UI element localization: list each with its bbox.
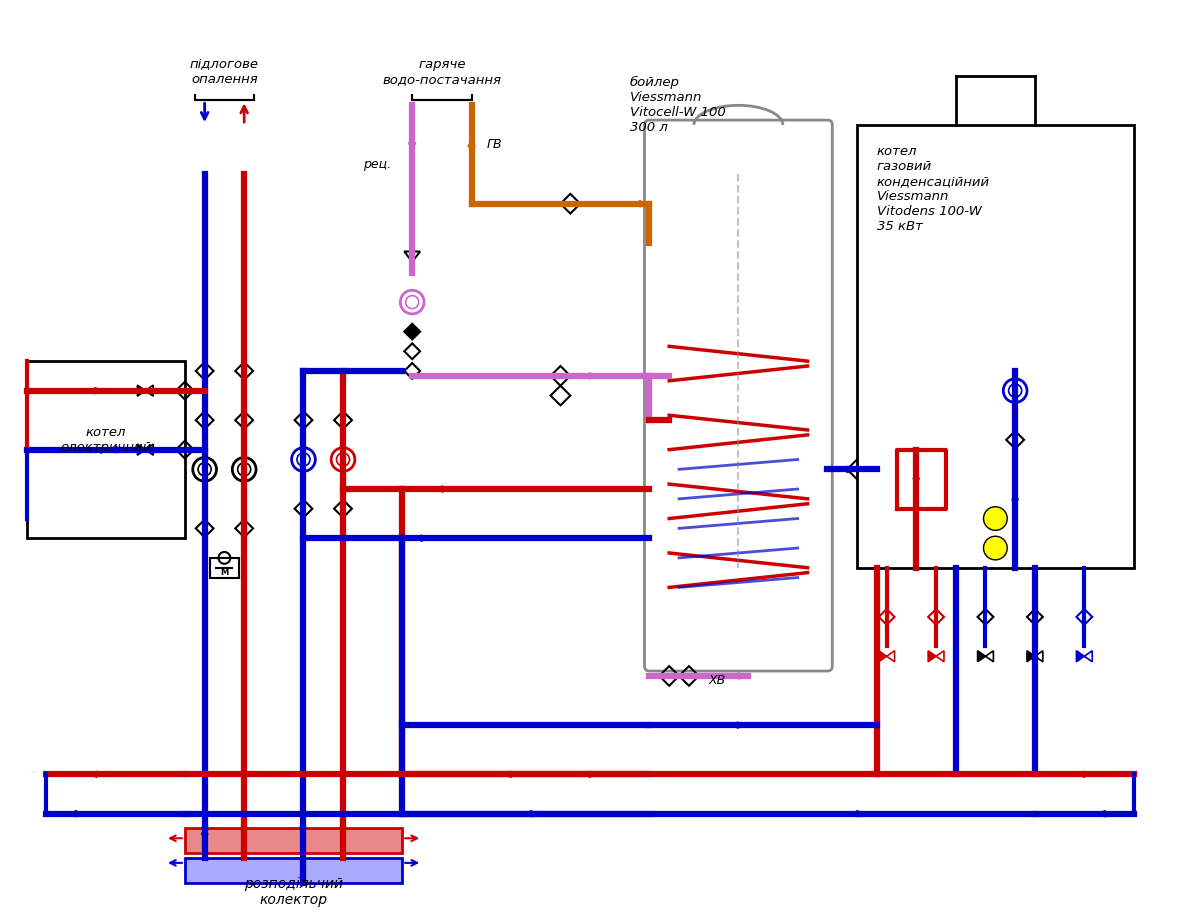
Text: ХВ: ХВ [709, 675, 726, 687]
Bar [857, 125, 1134, 568]
Polygon shape [928, 651, 936, 662]
Text: рец.: рец. [362, 158, 391, 171]
Text: ГВ: ГВ [486, 138, 502, 152]
Text: M: M [221, 568, 228, 577]
Text: розподільчий
колектор: розподільчий колектор [244, 877, 343, 907]
Bar [26, 361, 185, 539]
Polygon shape [138, 444, 145, 455]
Text: котел
газовий
конденсаційний
Viessmann
Vitodens 100-W
35 кВт: котел газовий конденсаційний Viessmann V… [877, 144, 990, 233]
Polygon shape [878, 651, 887, 662]
FancyBboxPatch shape [644, 120, 833, 671]
Text: бойлер
Viessmann
Vitocell-W 100
300 л: бойлер Viessmann Vitocell-W 100 300 л [630, 75, 726, 134]
Text: підлогове
опалення: підлогове опалення [190, 58, 259, 85]
Bar [185, 858, 402, 882]
Polygon shape [404, 323, 420, 339]
Bar [185, 828, 402, 853]
Polygon shape [978, 651, 985, 662]
Circle shape [984, 506, 1007, 530]
Polygon shape [1076, 651, 1085, 662]
Text: гаряче
водо-постачання: гаряче водо-постачання [383, 58, 502, 85]
Text: котел
електричний: котел електричний [60, 425, 151, 454]
Circle shape [984, 537, 1007, 560]
Bar [210, 558, 239, 577]
Polygon shape [138, 385, 145, 396]
Polygon shape [1027, 651, 1034, 662]
